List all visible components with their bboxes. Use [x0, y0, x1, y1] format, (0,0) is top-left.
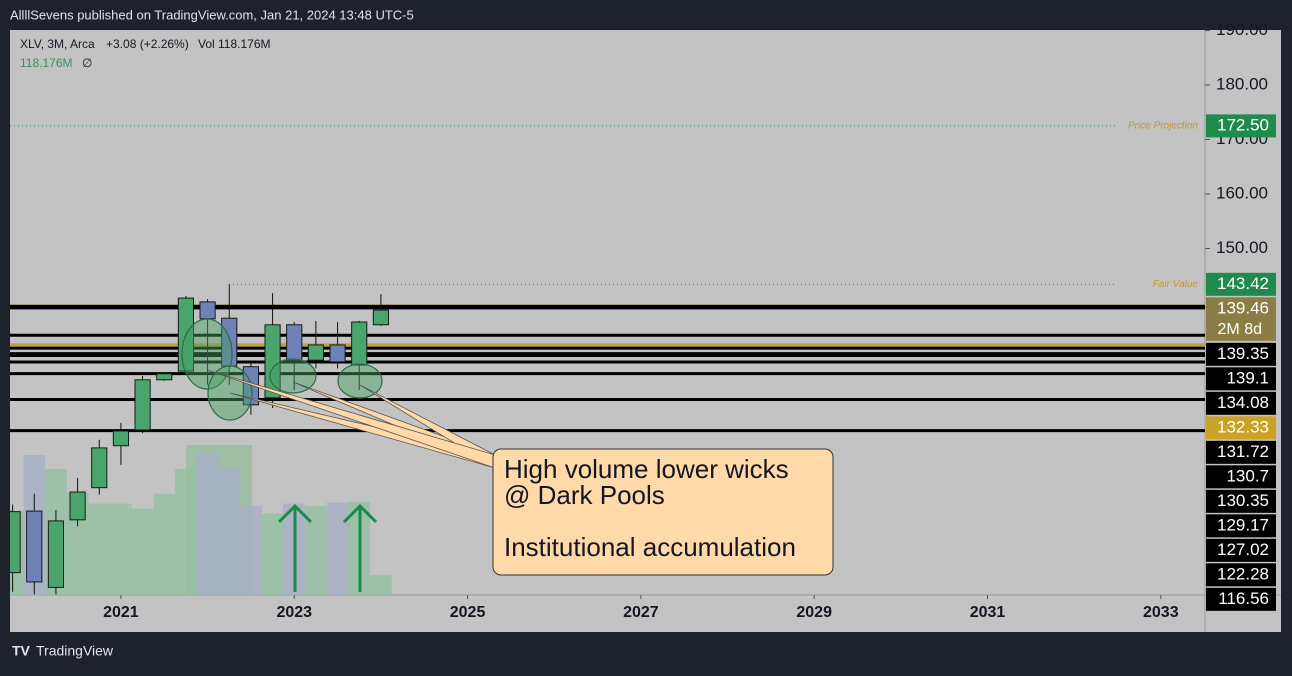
legend-vol-ma: 118.176M [20, 56, 72, 70]
fair-value-label-bg [1206, 272, 1276, 296]
level-label-bg [1206, 538, 1276, 562]
level-label: 129.17 [1217, 515, 1269, 534]
level-label-bg [1206, 391, 1276, 415]
legend-vol-ma-extra: ∅ [82, 56, 92, 70]
x-tick-label: 2021 [103, 604, 139, 621]
logo-mark: ⁠TV [12, 643, 31, 659]
footer-logo: ⁠TV [12, 643, 31, 659]
highlight-ellipse [337, 363, 383, 399]
candle-body [307, 344, 324, 361]
plot [10, 125, 1205, 595]
volume-bar [326, 502, 349, 595]
candle-body [286, 324, 303, 361]
volume-bar [218, 468, 241, 595]
candle-body [91, 447, 108, 489]
level-label-bg [1206, 587, 1276, 611]
highlight-ellipse [181, 318, 233, 390]
level-label: 122.28 [1217, 564, 1269, 583]
level-label-bg [1206, 367, 1276, 391]
x-tick-label: 2025 [450, 604, 486, 621]
callout-text: High volume lower wicks [504, 454, 789, 484]
arrow-head [277, 503, 313, 524]
candle-body [199, 301, 216, 320]
volume-bar [261, 513, 284, 595]
level-label: 130.7 [1226, 466, 1269, 485]
volume-bar [88, 503, 111, 595]
x-tick-label: 2023 [276, 604, 312, 621]
level-label: 116.56 [1218, 589, 1269, 608]
candle-body [26, 510, 43, 583]
fair-value-label: 143.42 [1217, 274, 1269, 293]
level-label-bg [1206, 416, 1276, 440]
x-tick-label: 2029 [796, 604, 832, 621]
y-tick-label: 150.00 [1216, 238, 1268, 257]
callout-text: Institutional accumulation [504, 532, 796, 562]
level-label-bg [1206, 514, 1276, 538]
projection-label-bg [1206, 114, 1276, 138]
candle-body [69, 491, 86, 521]
candle-body [372, 309, 389, 326]
candle-body [10, 511, 21, 574]
level-label: 139.35 [1217, 344, 1269, 363]
level-label: 130.35 [1217, 491, 1269, 510]
x-tick-label: 2027 [623, 604, 659, 621]
level-label: 131.72 [1217, 442, 1269, 461]
projection-name: Fair Value [1153, 279, 1199, 290]
projection-label: 172.50 [1217, 115, 1269, 134]
legend-vol: Vol [198, 37, 215, 51]
volume-bar [175, 468, 197, 595]
candle-body [329, 344, 346, 363]
level-label: 134.08 [1217, 393, 1269, 412]
level-label-bg [1206, 440, 1276, 464]
countdown: 2M 8d [1218, 321, 1262, 338]
volume-bar [196, 454, 219, 595]
volume-bar [305, 505, 327, 595]
candle-body [47, 520, 65, 588]
y-tick-label: 190.00 [1216, 20, 1268, 39]
header: AllllSevens published on TradingView.com… [10, 7, 414, 22]
footer-brand: TradingView [36, 643, 114, 659]
level-label: 139.46 [1217, 298, 1269, 317]
candle-body [156, 373, 173, 381]
legend-symbol: XLV, 3M, Arca [20, 37, 95, 51]
level-label-bg [1206, 465, 1276, 489]
legend-change: +3.08 (+2.26%) [106, 37, 189, 51]
level-label-bg [1206, 489, 1276, 513]
level-label-bg [1206, 563, 1276, 587]
volume-bar [110, 503, 132, 595]
volume-bar [131, 508, 154, 595]
y-tick-label: 180.00 [1216, 75, 1268, 94]
x-tick-label: 2033 [1143, 604, 1179, 621]
level-label: 127.02 [1217, 540, 1269, 559]
level-label: 132.33 [1217, 417, 1269, 436]
projection-name: Price Projection [1128, 121, 1198, 132]
level-label-bg [1206, 342, 1276, 366]
volume-bar [240, 505, 262, 595]
volume-bar [370, 575, 392, 595]
arrow-head [342, 503, 378, 524]
volume-bar [153, 493, 176, 595]
x-tick-label: 2031 [970, 604, 1006, 621]
candle-body [351, 321, 368, 366]
level-label-bg [1206, 297, 1276, 321]
candle-body [134, 379, 151, 431]
y-tick-label: 160.00 [1216, 183, 1268, 202]
candle-body [112, 430, 130, 447]
level-label: 139.1 [1226, 368, 1269, 387]
callout-text: @ Dark Pools [504, 480, 665, 510]
highlight-ellipse [269, 358, 317, 394]
callout-box [492, 448, 834, 576]
legend-vol-value: 118.176M [218, 37, 270, 51]
countdown-bg [1206, 318, 1276, 341]
